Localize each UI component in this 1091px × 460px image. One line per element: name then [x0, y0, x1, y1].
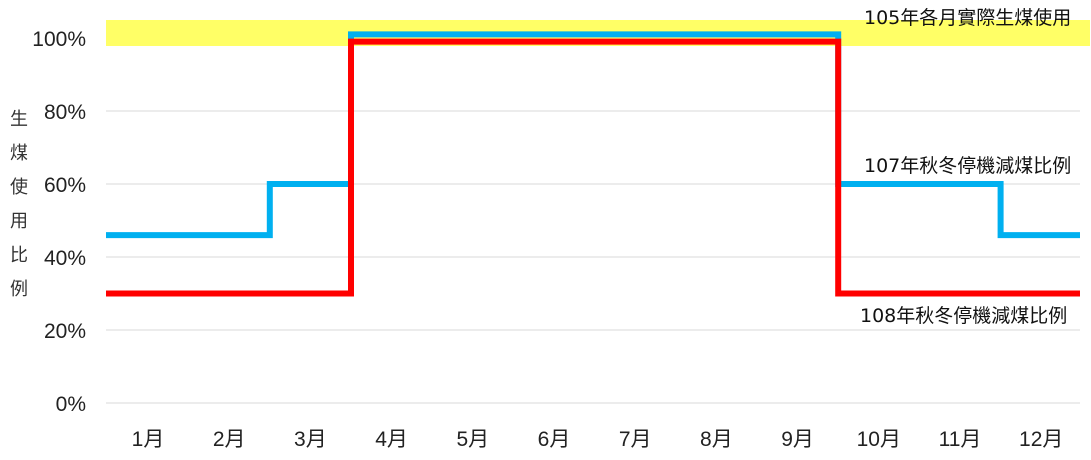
y-tick-labels: 0% 20% 40% 60% 80% 100%	[32, 28, 86, 416]
series-label-108: 108年秋冬停機減煤比例	[860, 305, 1067, 327]
series-label-107: 107年秋冬停機減煤比例	[864, 155, 1071, 177]
series-line-0	[106, 31, 1080, 239]
y-axis-label-char: 比	[10, 245, 28, 266]
x-tick-label: 9月	[781, 428, 814, 451]
x-tick-label: 12月	[1019, 428, 1063, 451]
x-tick-label: 10月	[857, 428, 901, 451]
x-tick-label: 3月	[294, 428, 327, 451]
y-axis-label-char: 例	[10, 279, 28, 300]
series-lines	[106, 31, 1080, 297]
y-tick-label: 100%	[32, 28, 86, 51]
x-tick-labels: 1月 2月 3月 4月 5月 6月 7月 8月 9月 10月 11月 12月	[132, 428, 1064, 451]
y-tick-label: 40%	[44, 247, 86, 270]
x-tick-label: 7月	[619, 428, 652, 451]
y-tick-label: 0%	[56, 393, 86, 416]
series-line-1	[106, 38, 1080, 297]
y-tick-label: 20%	[44, 320, 86, 343]
y-tick-label: 60%	[44, 174, 86, 197]
y-axis-label-char: 煤	[10, 143, 28, 164]
x-tick-label: 11月	[939, 428, 982, 451]
y-tick-label: 80%	[44, 101, 86, 124]
x-tick-label: 1月	[132, 428, 165, 451]
y-axis-label-char: 使	[10, 177, 28, 198]
band-label: 105年各月實際生煤使用	[864, 7, 1071, 29]
y-axis-label-char: 用	[10, 211, 28, 232]
x-tick-label: 4月	[375, 428, 408, 451]
y-axis-label-char: 生	[10, 109, 28, 130]
x-tick-label: 6月	[538, 428, 571, 451]
x-tick-label: 8月	[700, 428, 733, 451]
x-tick-label: 2月	[213, 428, 246, 451]
x-tick-label: 5月	[456, 428, 489, 451]
